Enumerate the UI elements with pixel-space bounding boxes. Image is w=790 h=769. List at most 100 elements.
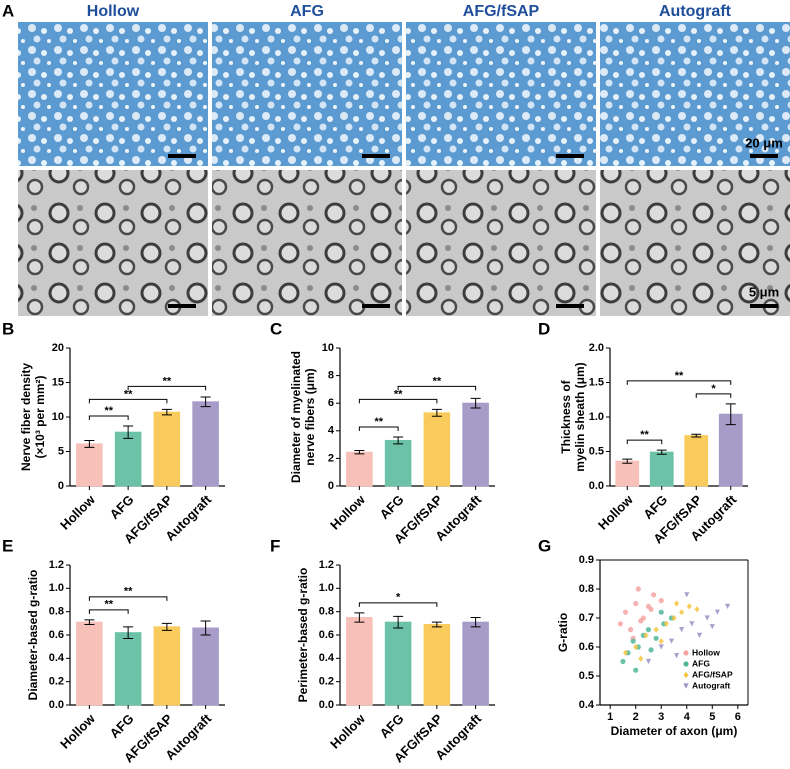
scale-bar-label: 20 μm — [745, 135, 783, 150]
bar — [76, 443, 103, 487]
error-bar — [725, 403, 736, 426]
error-bar — [84, 619, 95, 625]
group-label: Hollow — [87, 3, 140, 20]
y-tick-label: 5 — [58, 445, 64, 457]
error-bar — [200, 396, 211, 408]
y-tick-label: 2.0 — [589, 342, 604, 354]
point — [671, 614, 677, 622]
bar — [684, 435, 709, 487]
y-tick-label: 0.7 — [579, 612, 594, 624]
y-tick-label: 0.6 — [49, 629, 64, 641]
error-bar — [431, 408, 442, 417]
significance-bracket — [88, 596, 168, 601]
error-bar — [691, 433, 702, 438]
bar — [114, 431, 142, 487]
bar — [462, 402, 489, 487]
y-tick-label: 0.5 — [589, 445, 604, 457]
y-tick-label: 15 — [52, 376, 64, 388]
point — [686, 603, 692, 610]
point — [663, 620, 669, 627]
bar — [384, 439, 412, 487]
x-tick-label: AFG — [377, 711, 407, 741]
significance-bracket — [695, 393, 732, 398]
light-micrograph — [18, 22, 208, 166]
em-micrograph — [406, 170, 596, 316]
point — [645, 627, 652, 633]
error-bar — [354, 612, 365, 623]
y-axis-label: Diameter of myelinated — [289, 351, 303, 483]
significance-bracket — [626, 439, 663, 445]
y-tick-label: 1.0 — [589, 411, 604, 423]
error-bar — [161, 622, 172, 631]
x-tick-label: AFG — [107, 492, 137, 522]
point — [653, 626, 659, 633]
error-bar — [354, 450, 365, 455]
x-tick-label: 1 — [607, 711, 613, 723]
point — [668, 638, 675, 644]
point — [650, 592, 657, 598]
y-tick-label: 0 — [58, 480, 64, 492]
error-bar — [84, 439, 95, 448]
panel-label: B — [2, 319, 14, 338]
y-tick-label: 2 — [328, 452, 334, 464]
point — [694, 606, 700, 613]
y-tick-label: 0.2 — [49, 676, 64, 688]
panel-label: G — [538, 536, 551, 555]
x-tick-label: 2 — [633, 711, 639, 723]
x-tick-label: 4 — [684, 711, 691, 723]
scale-bar-label: 5 μm — [749, 284, 779, 299]
x-tick-label: Hollow — [57, 491, 98, 532]
x-tick-label: 5 — [709, 711, 715, 723]
error-bar — [431, 621, 442, 628]
bar — [346, 617, 373, 706]
y-tick-label: 1.0 — [319, 582, 334, 594]
y-axis-label: Diameter-based g-ratio — [26, 570, 40, 701]
point — [635, 586, 641, 592]
point — [673, 600, 680, 607]
legend-label: Hollow — [692, 647, 720, 657]
x-tick-label: Hollow — [595, 491, 636, 532]
point — [638, 618, 644, 624]
x-tick-label: AFG — [640, 492, 670, 522]
y-tick-label: 0.8 — [49, 606, 64, 618]
y-tick-label: 20 — [52, 342, 64, 354]
point — [658, 644, 664, 650]
point — [679, 627, 685, 633]
group-label: AFG — [290, 3, 324, 20]
y-tick-label: 4 — [328, 425, 335, 437]
x-tick-label: AFG — [107, 711, 137, 741]
bar — [649, 451, 674, 487]
panel-label: D — [538, 319, 550, 338]
significance-label: ** — [433, 375, 442, 387]
point — [620, 658, 626, 665]
point — [622, 649, 629, 656]
x-tick-label: 3 — [658, 711, 664, 723]
error-bar — [123, 626, 134, 639]
bar — [462, 621, 489, 706]
significance-label: ** — [374, 416, 383, 428]
error-bar — [393, 615, 404, 629]
point — [630, 638, 636, 644]
light-micrograph — [212, 22, 402, 166]
y-axis-label: (×10³ per mm²) — [33, 375, 47, 458]
significance-label: ** — [124, 388, 133, 400]
panel-label: E — [2, 536, 13, 555]
point — [679, 609, 685, 616]
significance-label: ** — [104, 599, 113, 611]
y-tick-label: 0.5 — [579, 670, 594, 682]
y-tick-label: 0.2 — [319, 676, 334, 688]
light-micrograph — [600, 22, 790, 166]
y-tick-label: 8 — [328, 370, 334, 382]
panel-label: F — [270, 536, 280, 555]
point — [648, 606, 654, 612]
error-bar — [656, 449, 667, 455]
y-axis-label: Perimeter-based g-ratio — [296, 568, 310, 703]
point — [673, 653, 680, 659]
bar — [384, 621, 412, 706]
point — [704, 615, 710, 621]
bar — [114, 632, 142, 706]
point — [683, 650, 689, 656]
point — [683, 671, 689, 679]
point — [633, 667, 639, 673]
point — [628, 627, 634, 633]
